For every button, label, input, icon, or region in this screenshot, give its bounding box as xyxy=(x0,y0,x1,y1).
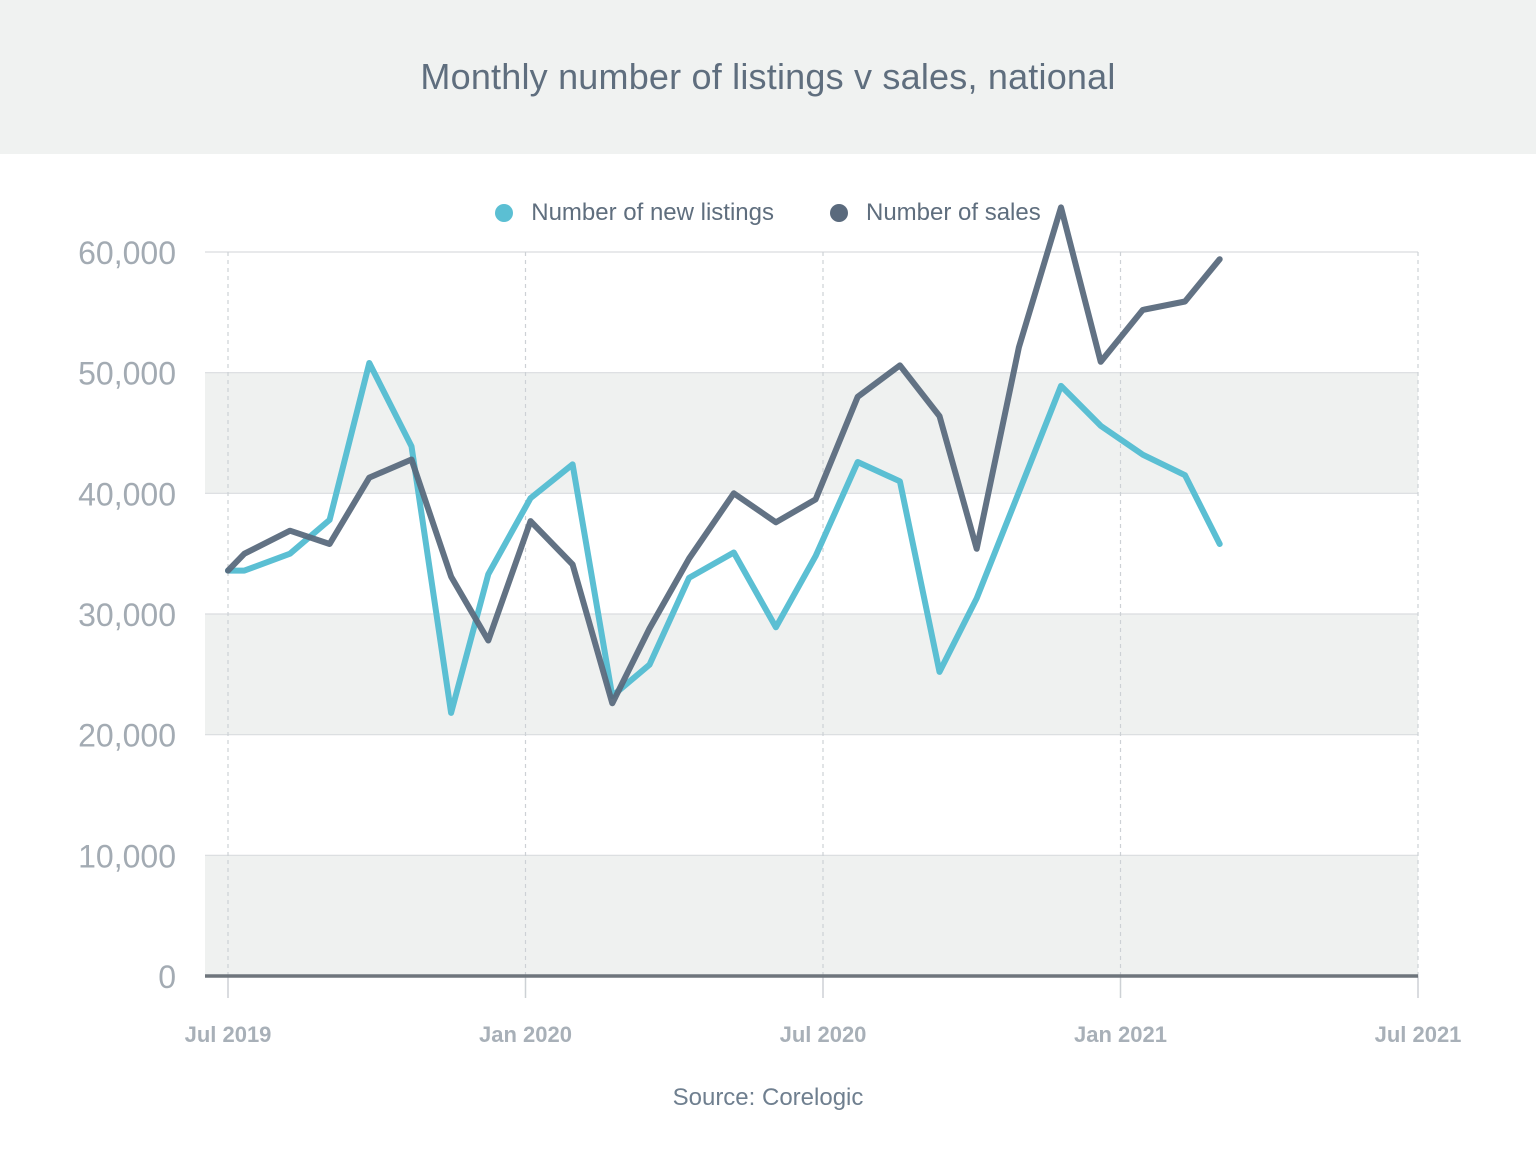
y-tick-label: 20,000 xyxy=(78,718,176,754)
series-line-sales xyxy=(225,204,1223,707)
series-line-listings xyxy=(225,360,1223,716)
x-tick-label: Jul 2020 xyxy=(780,1022,867,1047)
y-tick-label: 40,000 xyxy=(78,476,176,512)
source-note: Source: Corelogic xyxy=(672,1084,864,1111)
x-tick-label: Jul 2021 xyxy=(1375,1022,1462,1047)
legend-dot-listings xyxy=(495,204,514,222)
legend-item-listings: Number of new listings xyxy=(495,199,774,227)
legend-item-sales: Number of sales xyxy=(830,199,1041,227)
x-tick-label: Jan 2020 xyxy=(479,1022,572,1047)
grid-band-1 xyxy=(205,614,1418,735)
title-bar: Monthly number of listings v sales, nati… xyxy=(0,0,1536,154)
y-tick-label: 10,000 xyxy=(78,838,176,874)
legend: Number of new listings Number of sales xyxy=(0,196,1536,230)
x-tick-label: Jul 2019 xyxy=(185,1022,272,1047)
chart-title: Monthly number of listings v sales, nati… xyxy=(420,56,1116,97)
grid-band-0 xyxy=(205,855,1418,976)
grid-band-2 xyxy=(205,372,1418,494)
y-tick-label: 30,000 xyxy=(78,597,176,633)
y-tick-label: 0 xyxy=(158,959,176,995)
y-tick-label: 50,000 xyxy=(78,356,176,392)
y-tick-label: 60,000 xyxy=(78,235,176,271)
legend-label-listings: Number of new listings xyxy=(531,199,774,226)
legend-label-sales: Number of sales xyxy=(866,199,1041,226)
legend-dot-sales xyxy=(830,204,848,222)
x-tick-label: Jan 2021 xyxy=(1074,1022,1167,1047)
